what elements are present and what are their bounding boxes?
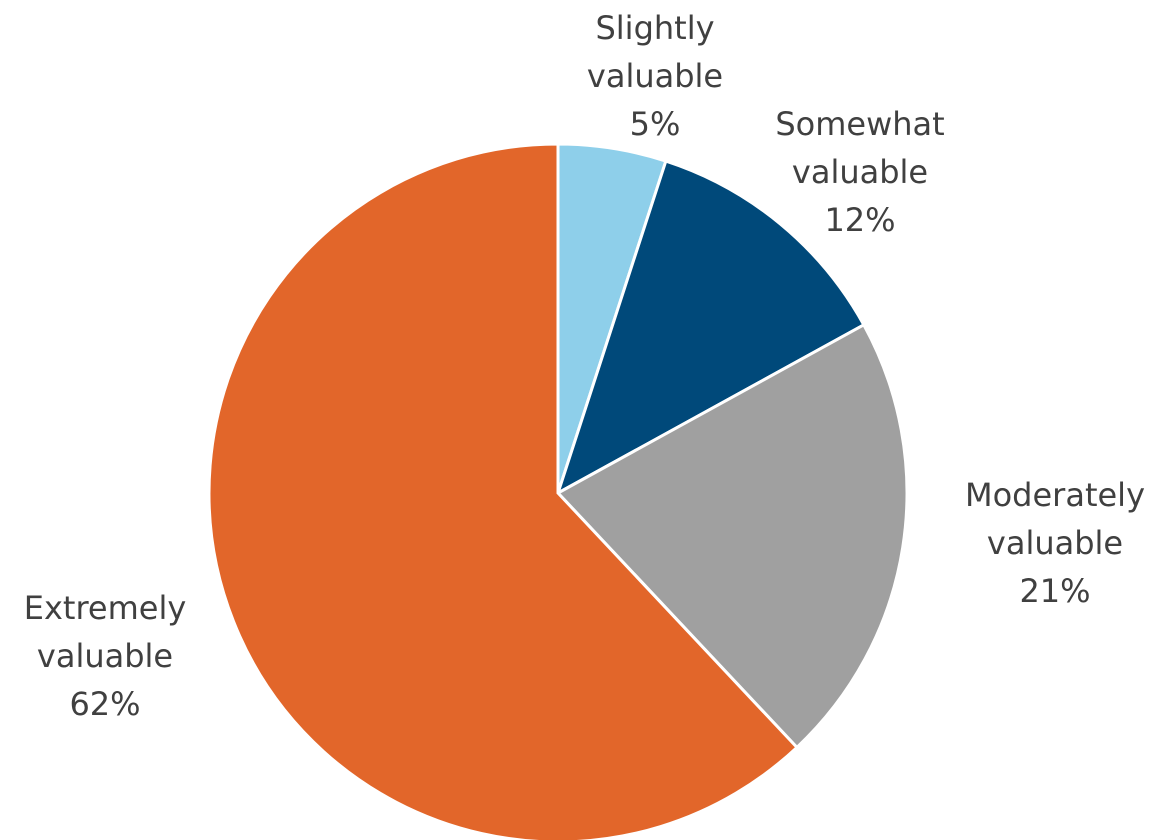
slice-value-label: 12% <box>824 201 895 239</box>
slice-label: Somewhat valuable <box>775 105 944 191</box>
pie-slice <box>555 159 866 497</box>
slice-value-label: 5% <box>630 105 681 143</box>
slice-value-label: 21% <box>1019 572 1090 610</box>
slice-label: Slightly valuable <box>587 9 723 95</box>
pie-slice <box>207 142 800 840</box>
pie-slice <box>555 322 909 750</box>
slice-label: Moderately valuable <box>965 476 1145 562</box>
slice-value-label: 62% <box>69 685 140 723</box>
slice-label: Extremely valuable <box>24 589 187 675</box>
